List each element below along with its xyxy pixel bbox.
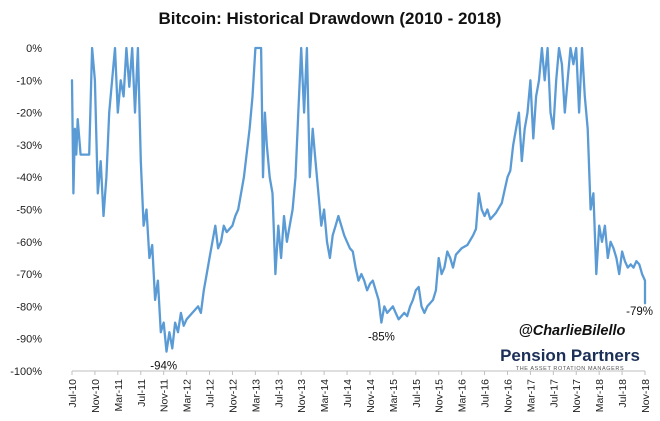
chart-title: Bitcoin: Historical Drawdown (2010 - 201… [159,9,502,28]
watermark-tagline: THE ASSET ROTATION MANAGERS [516,366,625,372]
x-tick-label: Nov-13 [296,379,308,413]
annotations: -94% -85% -79% [150,306,653,372]
x-tick-label: Nov-17 [571,379,583,413]
x-tick-label: Mar-12 [182,379,194,412]
x-tick-label: Mar-17 [525,379,537,412]
y-tick-label: -100% [10,366,42,378]
x-tick-label: Mar-13 [250,379,262,412]
x-tick-label: Jul-14 [342,379,354,408]
x-axis: Jul-10 Nov-10 Mar-11 Jul-11 Nov-11 Mar-12 Jul-… [67,370,652,413]
x-tick-label: Nov-15 [434,379,446,413]
y-tick-label: -10% [16,75,42,87]
x-tick-label: Mar-16 [457,379,469,412]
y-tick-label: -60% [16,237,42,249]
drawdown-series-line [70,46,647,353]
watermark-handle: @CharlieBilello [519,323,626,339]
x-tick-label: Jul-15 [411,379,423,408]
x-tick-label: Jul-11 [136,379,148,407]
x-tick-label: Nov-11 [159,379,171,412]
x-tick-label: Mar-18 [594,379,606,412]
x-tick-label: Nov-18 [640,379,652,413]
x-tick-label: Jul-18 [617,379,629,408]
x-tick-label: Nov-16 [502,379,514,413]
x-tick-label: Nov-14 [365,379,377,413]
y-tick-label: -20% [16,108,42,120]
annotation-label: -79% [626,306,653,318]
y-tick-label: -40% [16,172,42,184]
y-axis: 0% -10% -20% -30% -40% -50% -60% -70% -80% -90% -1… [10,43,42,378]
x-tick-label: Jul-17 [548,379,560,408]
watermark: @CharlieBilello Pension Partners THE ASS… [500,323,640,372]
annotation-label: -85% [368,332,395,344]
y-tick-label: -90% [16,334,42,346]
x-tick-label: Mar-11 [113,379,125,412]
x-tick-label: Mar-15 [388,379,400,412]
x-tick-label: Jul-10 [67,379,79,408]
x-tick-label: Jul-16 [480,379,492,408]
annotation-label: -94% [150,361,177,373]
y-tick-label: -80% [16,301,42,313]
y-tick-label: -30% [16,140,42,152]
watermark-brand: Pension Partners [500,346,640,365]
x-tick-label: Jul-12 [205,379,217,408]
x-tick-label: Nov-12 [227,379,239,413]
x-tick-label: Jul-13 [273,379,285,408]
x-tick-label: Mar-14 [319,379,331,412]
y-tick-label: -50% [16,205,42,217]
y-tick-label: -70% [16,269,42,281]
x-tick-label: Nov-10 [90,379,102,413]
y-tick-label: 0% [26,43,42,55]
